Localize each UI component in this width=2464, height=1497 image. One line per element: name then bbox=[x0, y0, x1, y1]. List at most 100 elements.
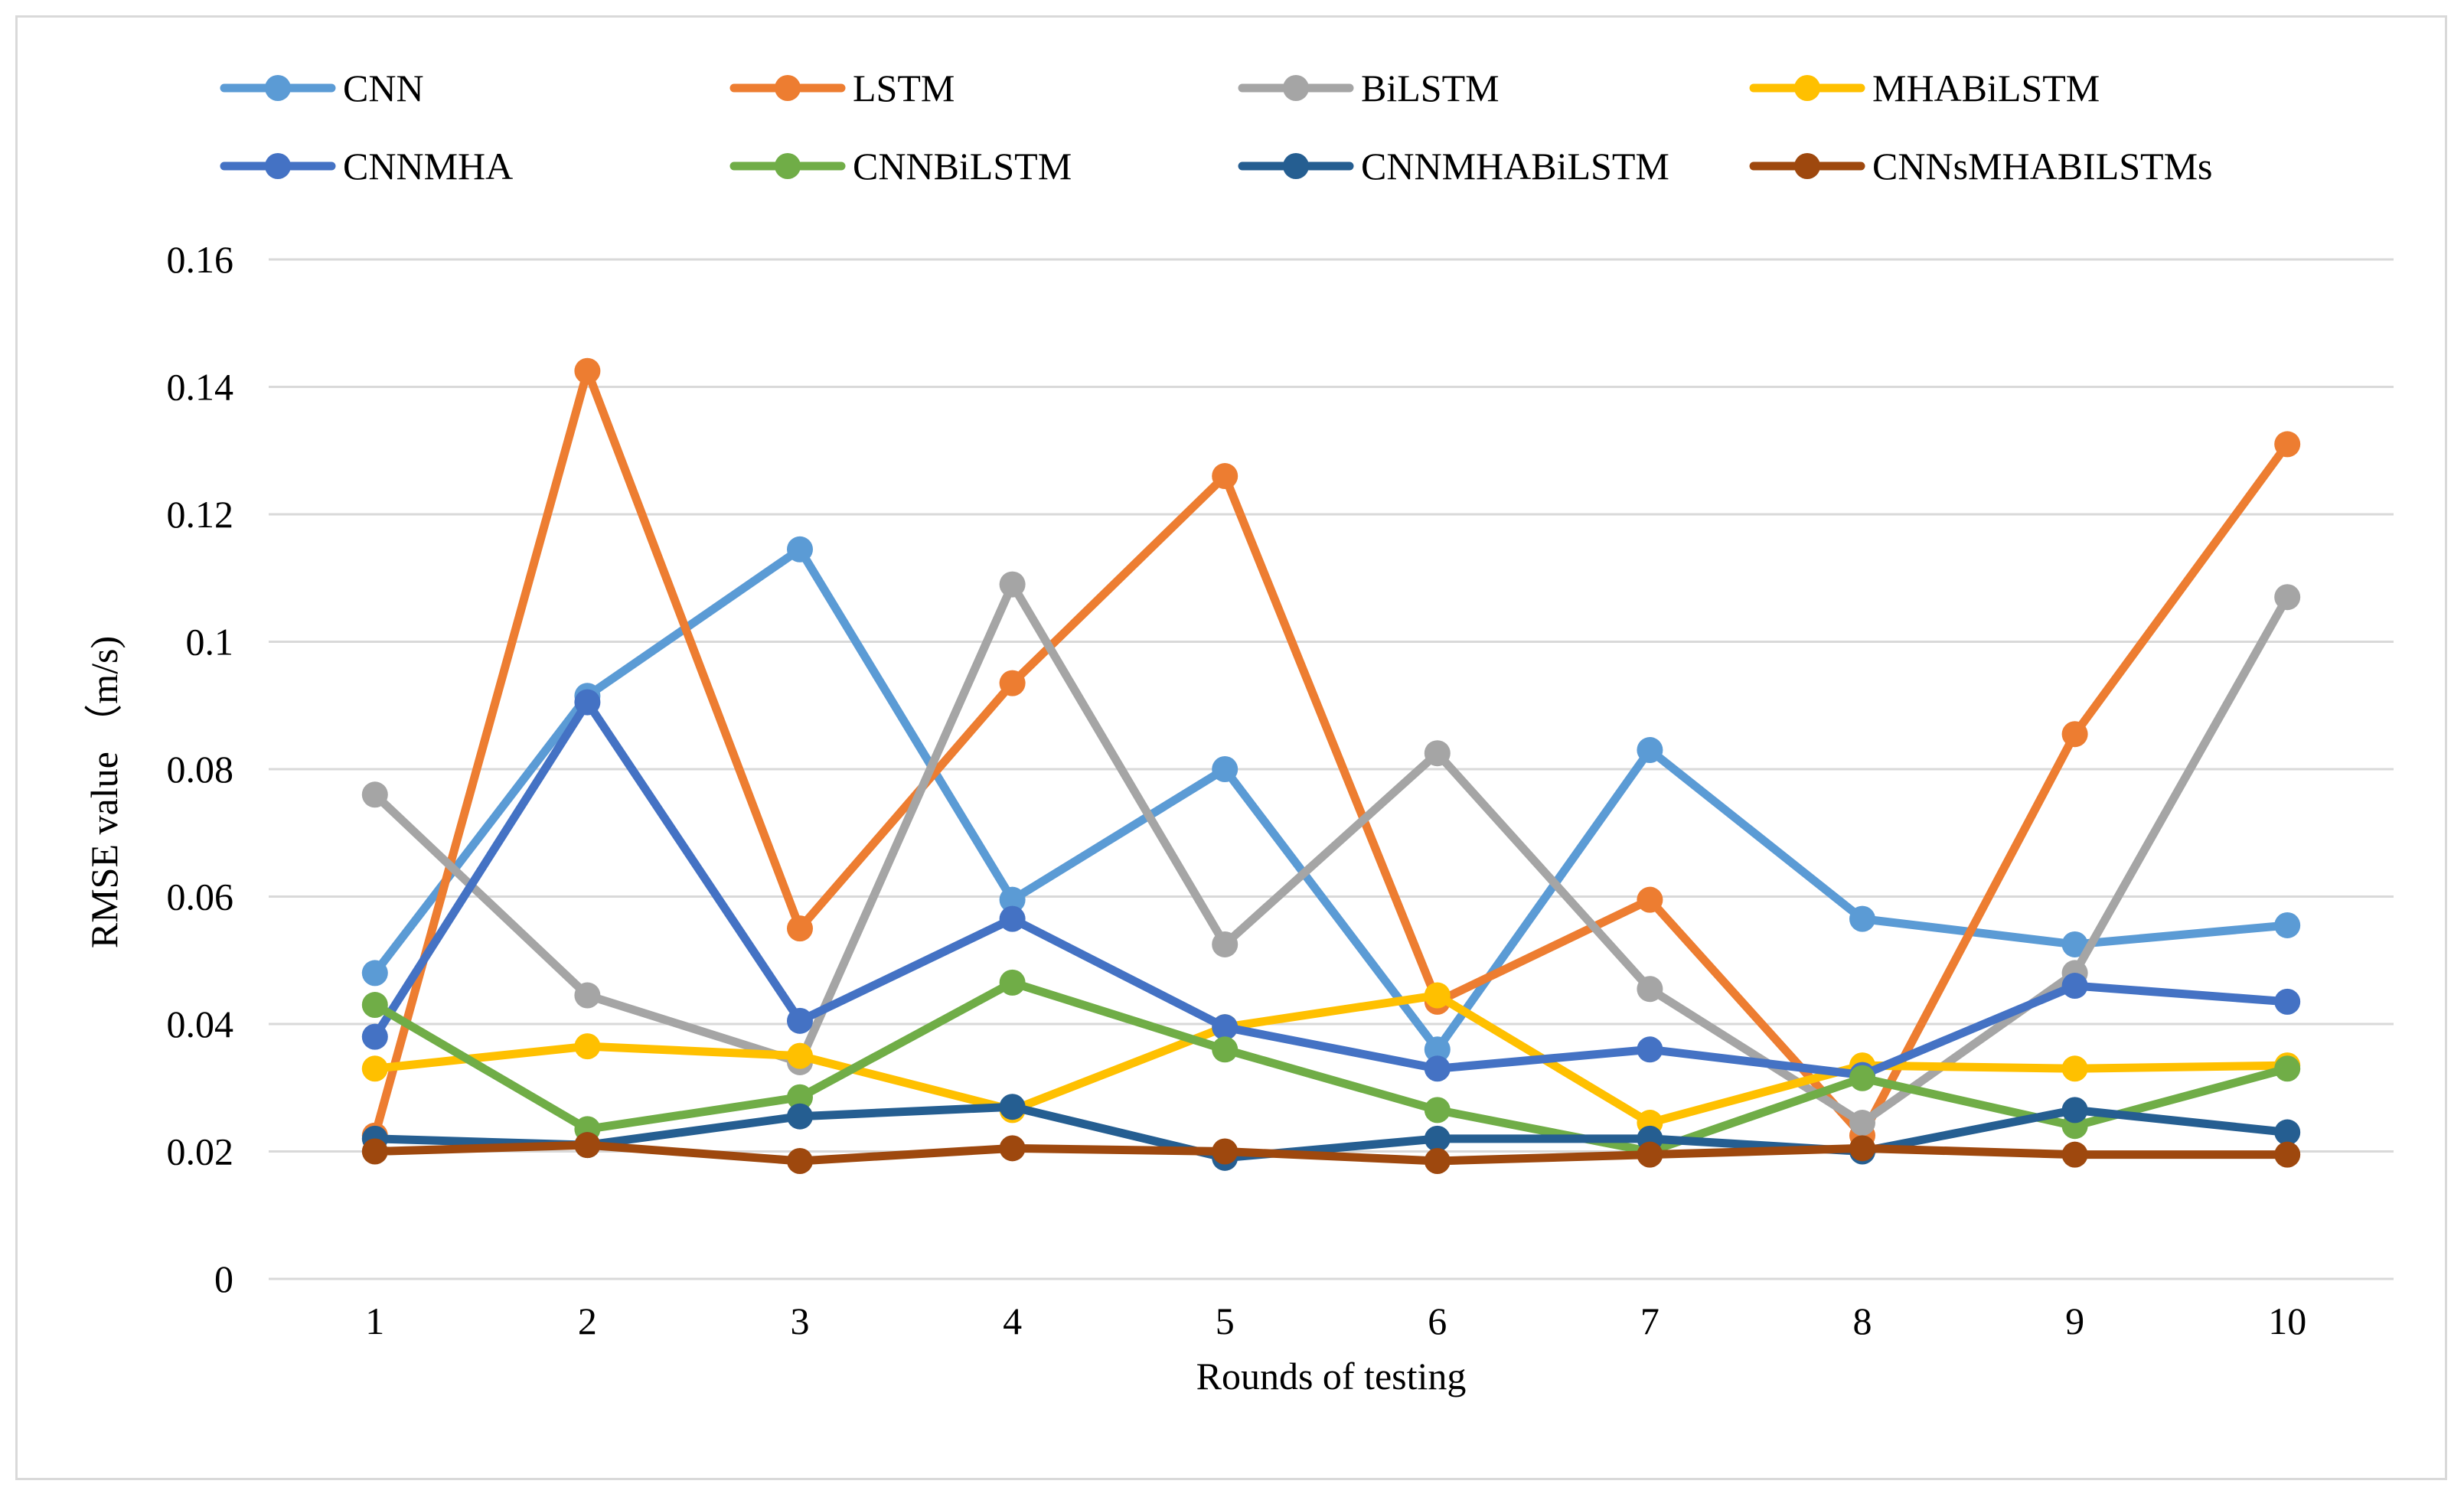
series-line bbox=[370, 545, 2292, 1054]
data-point bbox=[2061, 1141, 2088, 1168]
series-line bbox=[370, 580, 2292, 1127]
data-point bbox=[361, 1138, 388, 1165]
x-tick-label: 4 bbox=[1003, 1300, 1022, 1342]
data-point bbox=[1637, 886, 1663, 913]
legend: CNN LSTM BiLSTM MHABiLSTM CNNMHA CNNBiLSTM CNN… bbox=[220, 67, 2213, 188]
data-point bbox=[999, 1094, 1026, 1120]
legend-marker bbox=[775, 153, 801, 179]
data-point bbox=[2061, 1055, 2088, 1082]
data-point bbox=[574, 357, 601, 384]
legend-marker bbox=[1794, 75, 1820, 101]
data-point bbox=[2274, 584, 2301, 611]
data-point bbox=[574, 689, 601, 716]
line-chart: 0 0.02 0.04 0.06 0.08 0.1 0.12 0.14 0.16 1 2 3 4 5 6 7 8… bbox=[83, 67, 2394, 1398]
x-tick-label: 1 bbox=[365, 1300, 384, 1342]
data-point bbox=[999, 905, 1026, 932]
legend-item: CNNMHA bbox=[220, 145, 513, 188]
series-line bbox=[370, 1102, 2292, 1163]
legend-label: BiLSTM bbox=[1361, 67, 1500, 109]
data-point bbox=[2274, 988, 2301, 1015]
legend-marker bbox=[1794, 153, 1820, 179]
data-point bbox=[787, 1103, 813, 1130]
data-point bbox=[361, 1023, 388, 1050]
data-point bbox=[1212, 756, 1239, 782]
data-point bbox=[361, 1055, 388, 1082]
legend-item: CNNsMHABILSTMs bbox=[1749, 145, 2213, 188]
series-line bbox=[370, 698, 2292, 1080]
y-tick-label: 0.06 bbox=[167, 876, 234, 918]
series-line bbox=[370, 991, 2292, 1127]
data-point bbox=[787, 1147, 813, 1174]
x-tick-label: 10 bbox=[2268, 1300, 2306, 1342]
data-point bbox=[361, 992, 388, 1019]
x-axis-label: Rounds of testing bbox=[1196, 1355, 1467, 1398]
y-tick-label: 0 bbox=[214, 1257, 233, 1300]
data-point bbox=[1849, 1110, 1875, 1137]
data-point bbox=[2274, 1055, 2301, 1082]
legend-item: BiLSTM bbox=[1238, 67, 1500, 109]
legend-item: MHABiLSTM bbox=[1749, 67, 2100, 109]
data-point bbox=[2274, 912, 2301, 938]
data-point bbox=[574, 1033, 601, 1060]
y-axis-label: RMSE value （m/s) bbox=[83, 636, 126, 948]
series-line bbox=[370, 1140, 2292, 1166]
legend-marker bbox=[1283, 153, 1309, 179]
data-point bbox=[1212, 1014, 1239, 1041]
data-point bbox=[574, 982, 601, 1009]
x-tick-label: 3 bbox=[791, 1300, 810, 1342]
x-tick-label: 7 bbox=[1640, 1300, 1660, 1342]
data-point bbox=[1212, 931, 1239, 957]
data-point bbox=[1424, 1036, 1451, 1063]
data-point bbox=[999, 969, 1026, 996]
legend-label: CNNsMHABILSTMs bbox=[1872, 145, 2213, 188]
x-tick-label: 5 bbox=[1216, 1300, 1235, 1342]
series-lstm bbox=[361, 357, 2301, 1149]
data-point bbox=[999, 670, 1026, 696]
series-line bbox=[370, 978, 2292, 1156]
data-point bbox=[2274, 1141, 2301, 1168]
data-point bbox=[2061, 1097, 2088, 1124]
chart-frame: 0 0.02 0.04 0.06 0.08 0.1 0.12 0.14 0.16 1 2 3 4 5 6 7 8… bbox=[15, 15, 2447, 1480]
axes: 0 0.02 0.04 0.06 0.08 0.1 0.12 0.14 0.16 1 2 3 4 5 6 7 8… bbox=[167, 238, 2307, 1342]
data-point bbox=[1212, 1036, 1239, 1063]
data-point bbox=[1424, 1125, 1451, 1152]
legend-item: CNNBiLSTM bbox=[729, 145, 1072, 188]
y-tick-label: 0.02 bbox=[167, 1130, 234, 1173]
legend-label: LSTM bbox=[853, 67, 955, 109]
legend-label: MHABiLSTM bbox=[1872, 67, 2100, 109]
data-point bbox=[1212, 463, 1239, 490]
legend-marker bbox=[265, 75, 291, 101]
y-tick-label: 0.1 bbox=[186, 621, 234, 664]
data-point bbox=[1637, 737, 1663, 764]
data-point bbox=[1637, 1036, 1663, 1063]
y-tick-label: 0.08 bbox=[167, 748, 234, 791]
data-point bbox=[999, 571, 1026, 598]
series-line bbox=[370, 367, 2292, 1140]
legend-label: CNNMHA bbox=[343, 145, 513, 188]
data-point bbox=[1424, 982, 1451, 1009]
x-tick-label: 8 bbox=[1853, 1300, 1872, 1342]
data-point bbox=[1637, 976, 1663, 1003]
legend-label: CNNMHABiLSTM bbox=[1361, 145, 1669, 188]
data-point bbox=[2061, 931, 2088, 957]
legend-item: LSTM bbox=[729, 67, 955, 109]
legend-label: CNN bbox=[343, 67, 424, 109]
y-tick-label: 0.16 bbox=[167, 238, 234, 281]
x-tick-label: 9 bbox=[2065, 1300, 2084, 1342]
data-point bbox=[787, 1007, 813, 1034]
data-point bbox=[1424, 1147, 1451, 1174]
legend-marker bbox=[775, 75, 801, 101]
data-point bbox=[361, 781, 388, 808]
series-lines bbox=[361, 357, 2301, 1174]
data-point bbox=[1424, 740, 1451, 767]
data-point bbox=[1637, 1141, 1663, 1168]
legend-label: CNNBiLSTM bbox=[853, 145, 1072, 188]
data-point bbox=[1849, 1065, 1875, 1091]
x-tick-label: 2 bbox=[578, 1300, 597, 1342]
x-tick-label: 6 bbox=[1428, 1300, 1447, 1342]
y-tick-label: 0.04 bbox=[167, 1003, 234, 1045]
y-tick-label: 0.14 bbox=[167, 366, 234, 409]
data-point bbox=[2274, 431, 2301, 458]
legend-item: CNN bbox=[220, 67, 424, 109]
data-point bbox=[787, 536, 813, 563]
